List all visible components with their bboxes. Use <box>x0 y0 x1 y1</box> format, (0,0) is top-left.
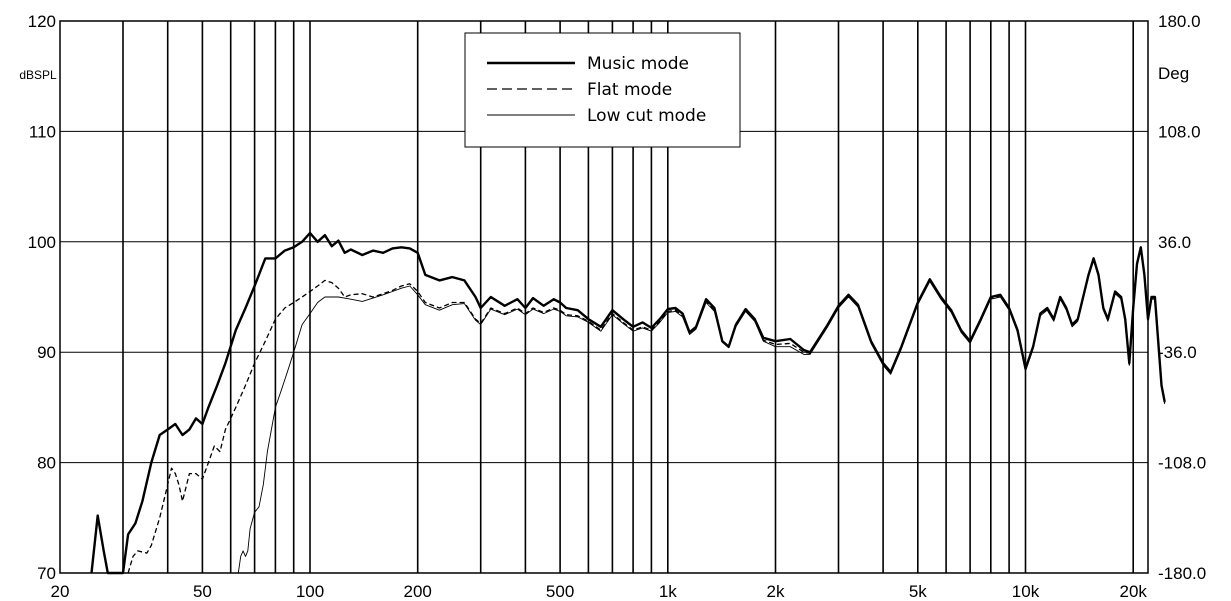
x-tick-label: 200 <box>404 582 432 601</box>
x-tick-label: 20 <box>51 582 70 601</box>
y-tick-label: 80 <box>37 454 56 473</box>
left-axis-unit: dBSPL <box>19 68 57 82</box>
x-tick-label: 500 <box>546 582 574 601</box>
y-tick-label: 90 <box>37 343 56 362</box>
legend-label: Flat mode <box>587 80 672 100</box>
x-tick-label: 50 <box>193 582 212 601</box>
legend: Music mode Flat mode Low cut mode <box>464 32 741 148</box>
y-tick-label: 120 <box>28 12 56 31</box>
axes: dBSPL Deg 20 50 100 200 500 1k 2k 5k 10k 20k 70 80 9… <box>19 12 1206 601</box>
series-line-music-mode <box>90 231 1166 575</box>
y2-tick-label: 108.0 <box>1158 122 1201 141</box>
y2-tick-label: -36.0 <box>1158 343 1197 362</box>
plot-frame <box>59 20 1149 574</box>
y-tick-label: 100 <box>28 233 56 252</box>
y2-tick-label: -180.0 <box>1158 564 1206 583</box>
y2-tick-label: 36.0 <box>1158 233 1191 252</box>
y2-tick-label: 180.0 <box>1158 12 1201 31</box>
x-tick-label: 2k <box>767 582 785 601</box>
series-line-flat-mode <box>127 247 1166 574</box>
x-tick-label: 1k <box>659 582 677 601</box>
legend-box <box>464 32 741 148</box>
right-axis-unit: Deg <box>1158 64 1189 83</box>
y-tick-label: 110 <box>29 122 56 141</box>
y2-tick-label: -108.0 <box>1158 454 1206 473</box>
legend-label: Music mode <box>587 54 689 74</box>
x-tick-label: 5k <box>909 582 927 601</box>
x-tick-label: 10k <box>1012 582 1040 601</box>
x-tick-label: 20k <box>1119 582 1147 601</box>
y-tick-label: 70 <box>37 564 56 583</box>
legend-label: Low cut mode <box>587 106 706 126</box>
x-tick-label: 100 <box>296 582 324 601</box>
series-group <box>90 231 1166 575</box>
